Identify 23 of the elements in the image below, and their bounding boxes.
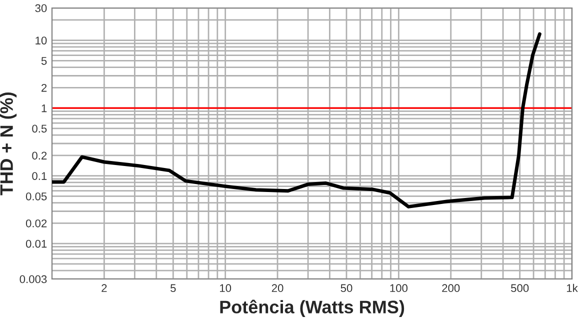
x-tick-label: 5 xyxy=(170,284,176,292)
x-axis-title: Potência (Watts RMS) xyxy=(220,300,404,317)
y-tick-label: 0.1 xyxy=(32,172,47,180)
y-tick-label: 0.2 xyxy=(32,152,47,160)
x-tick-label: 100 xyxy=(390,284,408,292)
x-tick-label: 50 xyxy=(340,284,352,292)
x-tick-label: 500 xyxy=(511,284,529,292)
y-tick-label: 0.05 xyxy=(26,192,47,200)
y-tick-label: 10 xyxy=(36,36,47,44)
y-tick-label: 0.02 xyxy=(26,219,47,228)
x-tick-label: 200 xyxy=(442,284,460,292)
y-tick-label: 0.003 xyxy=(20,275,47,284)
y-tick-label: 5 xyxy=(41,57,47,65)
x-tick-label: 10 xyxy=(220,284,232,292)
x-tick-label: 20 xyxy=(272,284,284,292)
x-tick-label: 2 xyxy=(102,284,107,292)
y-tick-label: 30 xyxy=(35,4,47,12)
y-tick-label: 0.01 xyxy=(26,240,47,248)
x-tick-label: 1k xyxy=(566,284,578,292)
y-tick-label: 1 xyxy=(42,104,47,112)
y-tick-label: 2 xyxy=(42,84,47,92)
y-tick-label: 0.5 xyxy=(32,124,47,133)
y-axis-title: THD + N (%) xyxy=(0,92,17,196)
